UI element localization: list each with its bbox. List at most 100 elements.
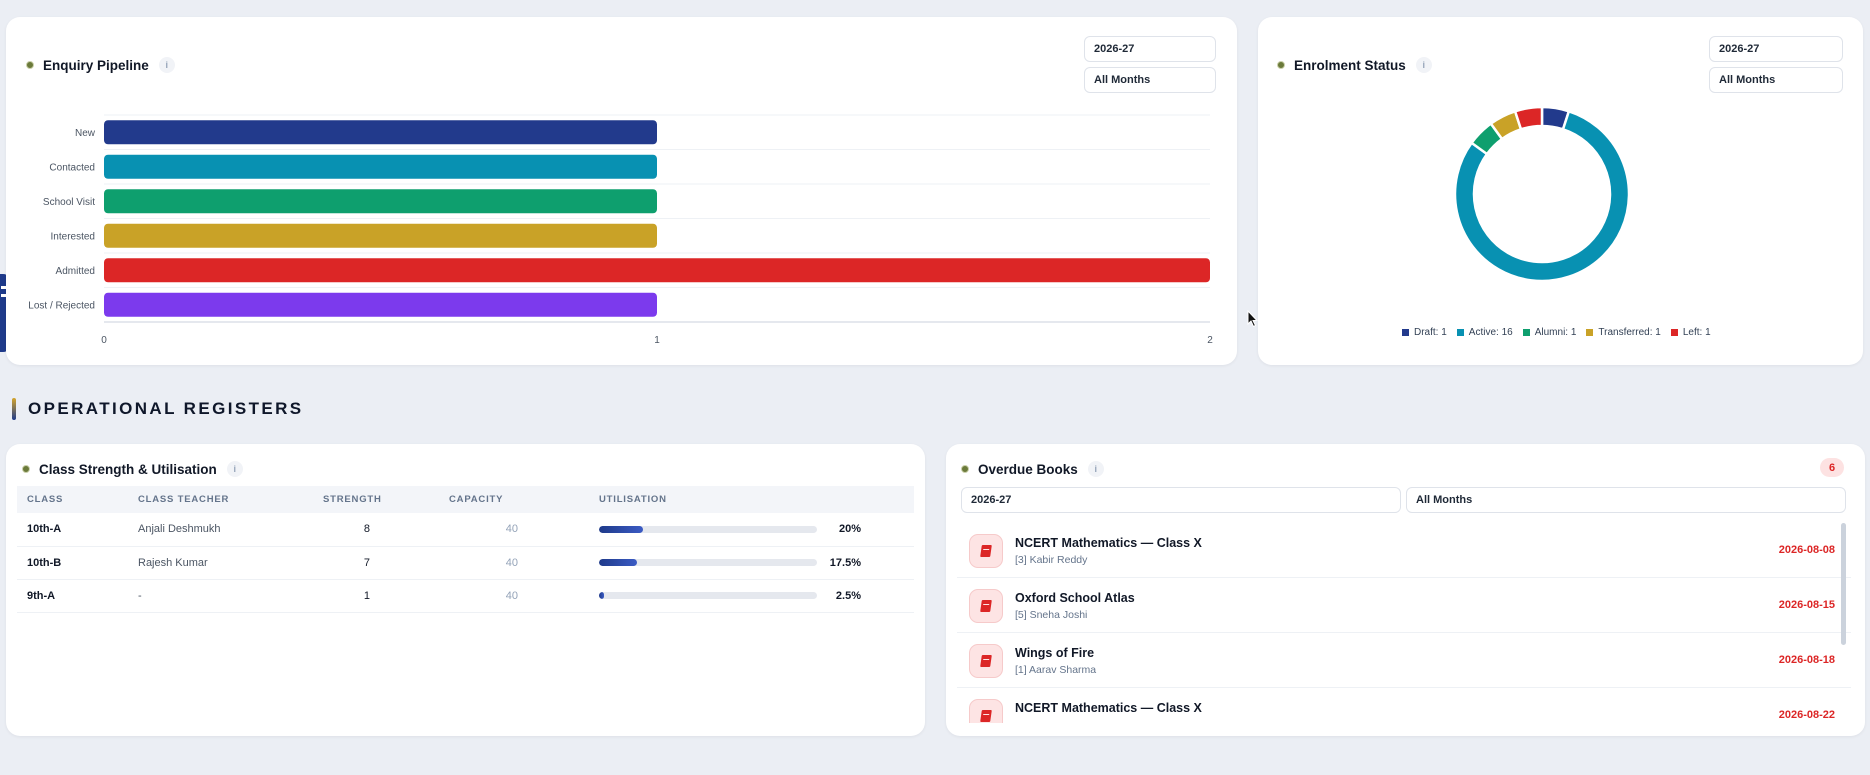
category-label: Admitted (56, 266, 95, 277)
capacity-cell: 40 (439, 546, 589, 580)
info-icon[interactable]: i (1087, 461, 1104, 477)
section-title: OPERATIONAL REGISTERS (28, 399, 304, 418)
capacity-cell: 40 (439, 513, 589, 547)
table-row[interactable]: 10th-A Anjali Deshmukh 8 40 20% (17, 513, 914, 547)
legend-item[interactable]: Left: 1 (1670, 327, 1711, 338)
legend-swatch (1586, 329, 1594, 336)
mouse-cursor-icon (1247, 310, 1259, 328)
info-icon[interactable]: i (1415, 57, 1432, 73)
teacher-cell: Rajesh Kumar (128, 546, 313, 580)
legend-label: Alumni: 1 (1534, 327, 1577, 338)
book-student: [5] Sneha Joshi (1015, 609, 1088, 621)
list-item[interactable]: NCERT Mathematics — Class X [3] Kabir Re… (957, 523, 1851, 578)
bar (104, 258, 1210, 283)
due-date: 2026-08-18 (1778, 654, 1835, 666)
month-select[interactable]: All Months (1709, 67, 1843, 93)
utilisation-bar (599, 559, 817, 567)
info-icon[interactable]: i (226, 461, 243, 477)
table-row[interactable]: 10th-B Rajesh Kumar 7 40 17.5% (17, 546, 914, 580)
card-title: Enquiry Pipeline (43, 57, 149, 73)
list-item[interactable]: Oxford School Atlas [5] Sneha Joshi 2026… (957, 578, 1851, 633)
heading-accent (12, 398, 16, 420)
strength-cell: 8 (313, 513, 439, 547)
enquiry-pipeline-header: Enquiry Pipeline i (26, 57, 175, 73)
month-select[interactable]: All Months (1406, 487, 1846, 513)
legend-item[interactable]: Transferred: 1 (1586, 327, 1661, 338)
category-label: Interested (51, 231, 95, 242)
capacity-cell: 40 (439, 579, 589, 613)
year-select[interactable]: 2026-27 (1084, 36, 1216, 62)
class-cell: 10th-B (17, 546, 128, 580)
card-title: Class Strength & Utilisation (39, 461, 217, 477)
status-dot (961, 465, 969, 473)
bar (104, 189, 657, 214)
utilisation-percent: 17.5% (829, 556, 861, 569)
strength-cell: 7 (313, 546, 439, 580)
col-capacity[interactable]: CAPACITY (439, 486, 589, 513)
overdue-books-header: Overdue Books i (961, 461, 1104, 477)
enquiry-bar-chart: New Contacted School Visit Interested Admitt… (28, 114, 1213, 346)
table-header-row: CLASS CLASS TEACHER STRENGTH CAPACITY UT… (17, 486, 914, 513)
col-utilisation[interactable]: UTILISATION (589, 486, 914, 513)
utilisation-bar (599, 525, 817, 533)
col-strength[interactable]: STRENGTH (313, 486, 439, 513)
col-teacher[interactable]: CLASS TEACHER (128, 486, 313, 513)
legend-swatch (1456, 329, 1464, 336)
card-title: Enrolment Status (1294, 57, 1406, 73)
status-dot (22, 465, 30, 473)
book-title: Oxford School Atlas (1015, 591, 1135, 605)
utilisation-cell: 17.5% (589, 546, 914, 580)
class-cell: 10th-A (17, 513, 128, 547)
category-label: New (75, 128, 96, 139)
section-heading: OPERATIONAL REGISTERS (12, 398, 304, 420)
legend-item[interactable]: Alumni: 1 (1522, 327, 1577, 338)
teacher-cell: Anjali Deshmukh (128, 513, 313, 547)
list-item[interactable]: Wings of Fire [1] Aarav Sharma 2026-08-1… (957, 633, 1851, 688)
bar (104, 154, 657, 179)
book-title: NCERT Mathematics — Class X (1015, 536, 1202, 550)
book-title: NCERT Mathematics — Class X (1015, 701, 1202, 715)
utilisation-cell: 20% (589, 513, 914, 547)
class-strength-table: CLASS CLASS TEACHER STRENGTH CAPACITY UT… (17, 486, 914, 613)
bar (104, 292, 657, 317)
book-icon (969, 589, 1003, 623)
utilisation-percent: 20% (838, 523, 861, 536)
strength-cell: 1 (313, 579, 439, 613)
legend-label: Left: 1 (1682, 327, 1711, 338)
due-date: 2026-08-15 (1778, 599, 1835, 611)
utilisation-percent: 2.5% (835, 589, 861, 602)
book-title: Wings of Fire (1015, 646, 1095, 660)
book-icon (969, 534, 1003, 568)
donut-slice (1453, 109, 1631, 283)
year-select[interactable]: 2026-27 (961, 487, 1401, 513)
info-icon[interactable]: i (158, 57, 175, 73)
book-icon (969, 644, 1003, 678)
month-select[interactable]: All Months (1084, 67, 1216, 93)
legend-swatch (1522, 329, 1530, 336)
utilisation-bar (599, 592, 817, 600)
tick-label: 0 (101, 335, 107, 346)
category-label: Contacted (49, 162, 95, 173)
legend-swatch (1670, 329, 1678, 336)
enrolment-donut-chart (1453, 105, 1631, 283)
status-dot (1277, 61, 1285, 69)
legend-label: Active: 16 (1468, 327, 1513, 338)
class-strength-header: Class Strength & Utilisation i (22, 461, 243, 477)
sidebar-toggle[interactable] (0, 274, 11, 352)
year-select[interactable]: 2026-27 (1709, 36, 1843, 62)
class-cell: 9th-A (17, 579, 128, 613)
book-student: [3] Kabir Reddy (1015, 554, 1088, 566)
teacher-cell: - (128, 579, 313, 613)
legend-item[interactable]: Draft: 1 (1402, 327, 1447, 338)
list-scrollbar[interactable] (1841, 523, 1846, 645)
utilisation-cell: 2.5% (589, 579, 914, 613)
category-label: Lost / Rejected (28, 300, 95, 311)
overdue-books-list: NCERT Mathematics — Class X [3] Kabir Re… (957, 523, 1851, 723)
legend-item[interactable]: Active: 16 (1456, 327, 1513, 338)
enrolment-status-header: Enrolment Status i (1277, 57, 1432, 73)
table-row[interactable]: 9th-A - 1 40 2.5% (17, 579, 914, 613)
legend-label: Draft: 1 (1414, 327, 1447, 338)
overdue-count-badge: 6 (1820, 458, 1844, 477)
col-class[interactable]: CLASS (17, 486, 128, 513)
list-item[interactable]: NCERT Mathematics — Class X 2026-08-22 (957, 688, 1851, 723)
